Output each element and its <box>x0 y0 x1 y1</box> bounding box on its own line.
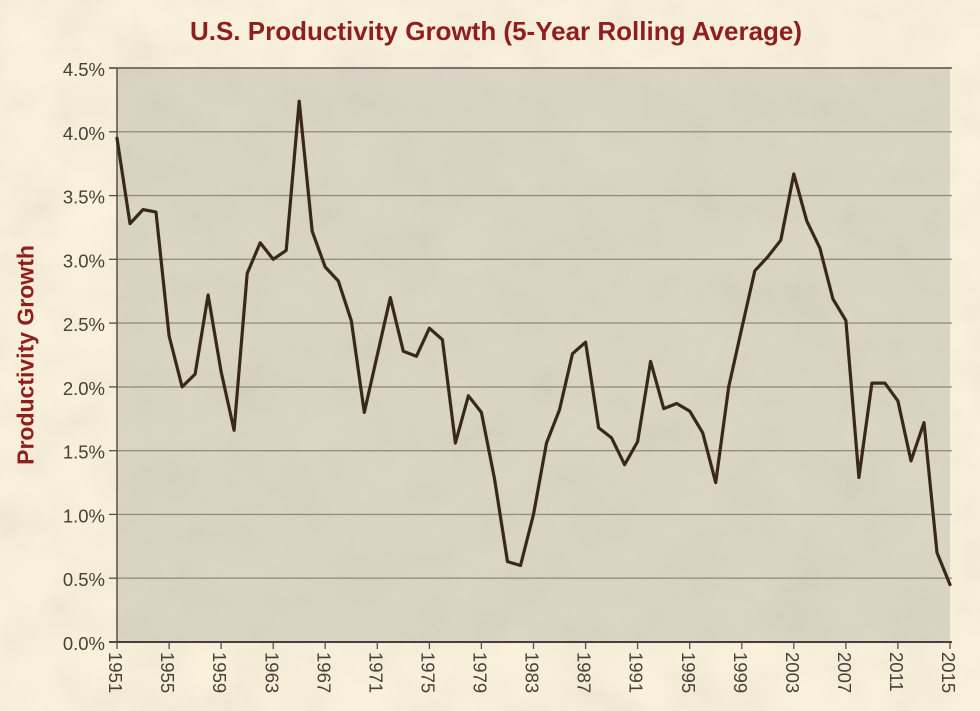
svg-text:1971: 1971 <box>365 652 386 693</box>
svg-text:1963: 1963 <box>261 652 282 693</box>
svg-text:Productivity Growth: Productivity Growth <box>13 245 39 465</box>
svg-text:1995: 1995 <box>678 652 699 693</box>
svg-text:1959: 1959 <box>209 652 230 693</box>
svg-text:2.0%: 2.0% <box>63 378 105 399</box>
svg-text:1967: 1967 <box>313 652 334 693</box>
svg-text:U.S. Productivity Growth (5-Ye: U.S. Productivity Growth (5-Year Rolling… <box>190 16 802 46</box>
svg-text:1951: 1951 <box>105 652 126 693</box>
svg-text:2003: 2003 <box>782 652 803 693</box>
svg-text:4.5%: 4.5% <box>63 59 105 80</box>
svg-text:1999: 1999 <box>730 652 751 693</box>
svg-text:3.0%: 3.0% <box>63 250 105 271</box>
svg-text:2015: 2015 <box>938 652 959 693</box>
svg-text:0.5%: 0.5% <box>63 569 105 590</box>
svg-text:1979: 1979 <box>470 652 491 693</box>
svg-text:2.5%: 2.5% <box>63 314 105 335</box>
svg-text:1.0%: 1.0% <box>63 505 105 526</box>
svg-text:1955: 1955 <box>157 652 178 693</box>
svg-text:0.0%: 0.0% <box>63 633 105 654</box>
svg-text:2007: 2007 <box>834 652 855 693</box>
svg-text:1975: 1975 <box>418 652 439 693</box>
svg-text:1991: 1991 <box>626 652 647 693</box>
svg-text:1987: 1987 <box>574 652 595 693</box>
svg-text:1.5%: 1.5% <box>63 442 105 463</box>
svg-text:2011: 2011 <box>886 652 907 692</box>
svg-text:1983: 1983 <box>522 652 543 693</box>
svg-text:4.0%: 4.0% <box>63 123 105 144</box>
svg-text:3.5%: 3.5% <box>63 187 105 208</box>
